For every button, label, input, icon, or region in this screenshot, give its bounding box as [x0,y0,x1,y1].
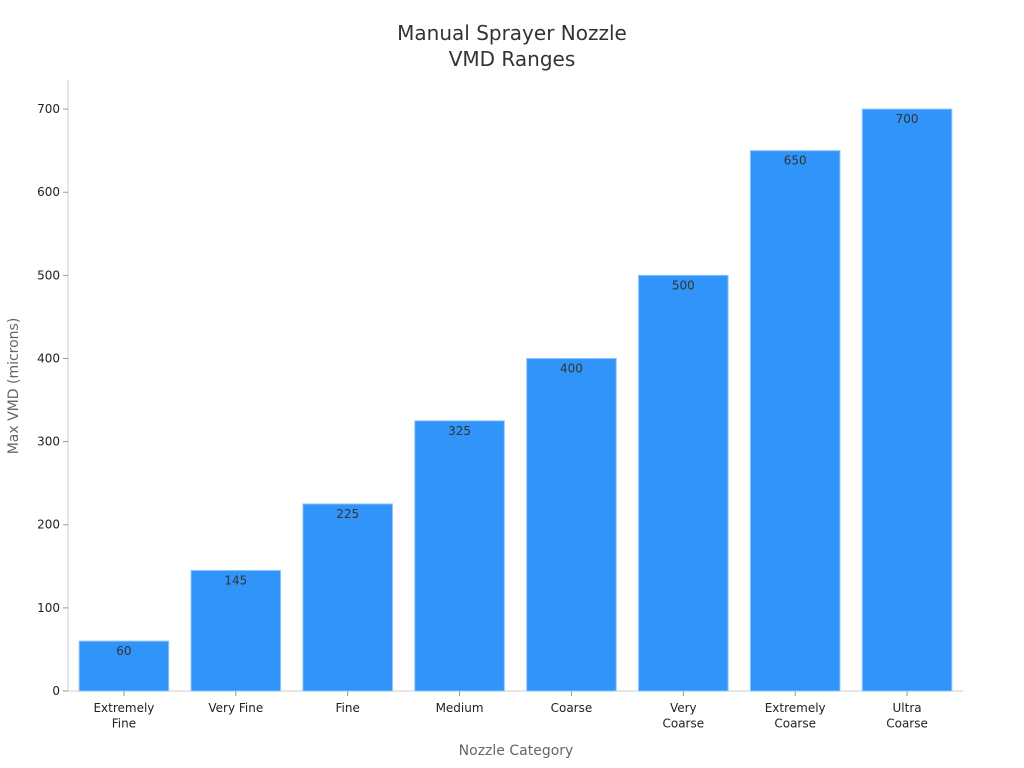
bar [78,640,170,692]
x-tick-label: Medium [436,701,484,715]
x-tick-label: Extremely Coarse [765,701,826,731]
value-label: 60 [116,644,131,658]
x-axis-label: Nozzle Category [459,743,574,759]
y-axis-label: Max VMD (microns) [6,318,22,455]
bar [414,420,505,692]
bar [861,108,953,692]
bar [638,274,729,692]
y-tick-label: 300 [37,435,60,449]
y-tick-label: 100 [37,601,60,615]
bar [190,569,282,692]
y-tick-label: 700 [37,102,60,116]
chart-title: Manual Sprayer Nozzle VMD Ranges [397,21,627,71]
bar [526,357,617,692]
x-tick-label: Extremely Fine [93,701,154,731]
x-tick-label: Coarse [551,701,593,715]
value-label: 400 [560,361,583,375]
value-label: 500 [672,278,695,292]
value-label: 325 [448,424,471,438]
value-label: 145 [224,573,247,587]
value-label: 225 [336,507,359,521]
y-tick-label: 200 [37,518,60,532]
x-tick-label: Very Fine [208,701,263,715]
y-tick-label: 500 [37,268,60,282]
x-tick-label: Ultra Coarse [886,701,928,731]
value-label: 700 [896,112,919,126]
x-tick-label: Very Coarse [662,701,704,731]
bar [749,150,841,692]
x-tick-label: Fine [336,701,360,715]
y-tick-label: 0 [52,684,60,698]
y-tick-label: 600 [37,185,60,199]
value-label: 650 [784,154,807,168]
y-tick-label: 400 [37,351,60,365]
bar [302,503,393,692]
